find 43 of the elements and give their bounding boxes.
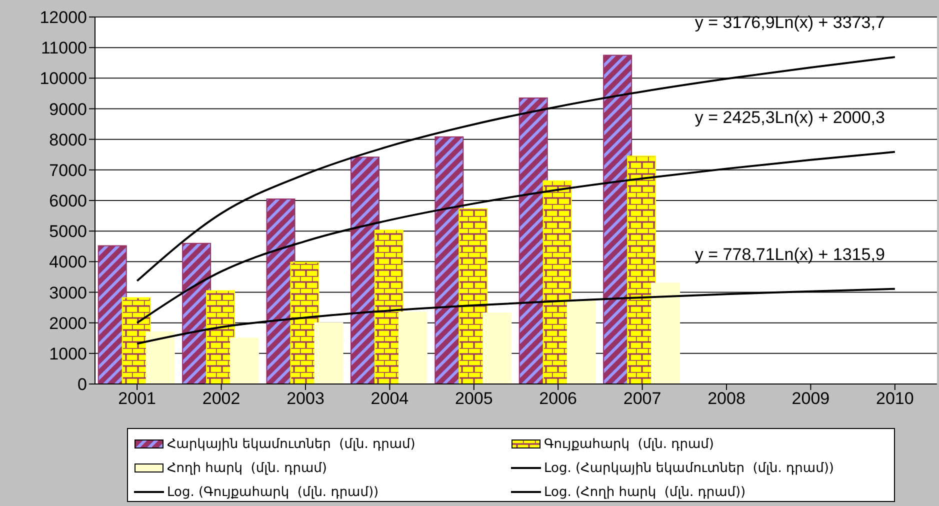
bar — [146, 332, 175, 384]
y-tick-label: 8000 — [49, 130, 87, 150]
y-tick-label: 4000 — [49, 252, 87, 272]
bar — [566, 299, 596, 384]
y-tick-label: 5000 — [49, 222, 87, 242]
bar — [458, 208, 488, 384]
bar — [627, 156, 656, 384]
y-tick-label: 9000 — [49, 100, 87, 119]
bar — [314, 322, 344, 384]
bar — [374, 230, 404, 384]
bar — [398, 312, 428, 384]
y-tick-label: 7000 — [49, 160, 87, 180]
legend-label: Log. (Գույքահարկ (մլն. դրամ)) — [167, 484, 379, 500]
y-tick-label: 11000 — [40, 38, 87, 58]
x-tick-label: 2004 — [370, 389, 409, 408]
legend-label: Հարկային եկամուտներ (մլն. դրամ) — [167, 436, 416, 452]
bar — [651, 282, 680, 384]
x-tick-label: 2008 — [708, 389, 746, 408]
legend-label: Log. (Հողի հարկ (մլն. դրամ)) — [544, 484, 746, 500]
y-tick-label: 2000 — [49, 314, 87, 333]
y-tick-label: 3000 — [49, 283, 87, 302]
x-tick-label: 2002 — [202, 389, 240, 408]
y-tick-label: 10000 — [40, 69, 87, 88]
bar — [542, 180, 572, 384]
x-tick-label: 2007 — [623, 389, 662, 408]
y-tick-label: 6000 — [49, 192, 87, 211]
annotation: y = 778,71Ln(x) + 1315,9 — [694, 244, 885, 265]
y-tick-label: 0 — [78, 375, 87, 394]
x-tick-label: 2001 — [118, 389, 156, 408]
bar — [482, 312, 512, 384]
y-tick-label: 12000 — [40, 8, 87, 28]
annotation: y = 3176,9Ln(x) + 3373,7 — [694, 13, 885, 34]
legend-label: Հողի հարկ (մլն. դրամ) — [167, 460, 327, 476]
x-tick-label: 2003 — [286, 389, 324, 408]
x-tick-label: 2006 — [539, 389, 578, 408]
legend-label: Գույքահարկ (մլն. դրամ) — [544, 436, 714, 452]
bar — [230, 338, 260, 384]
x-tick-label: 2009 — [792, 389, 830, 408]
x-tick-label: 2005 — [454, 389, 493, 408]
legend-label: Log. (Հարկային եկամուտներ (մլն. դրամ)) — [544, 460, 834, 476]
annotation: y = 2425,3Ln(x) + 2000,3 — [694, 108, 885, 128]
y-tick-label: 1000 — [49, 344, 87, 364]
x-tick-label: 2010 — [876, 389, 914, 408]
